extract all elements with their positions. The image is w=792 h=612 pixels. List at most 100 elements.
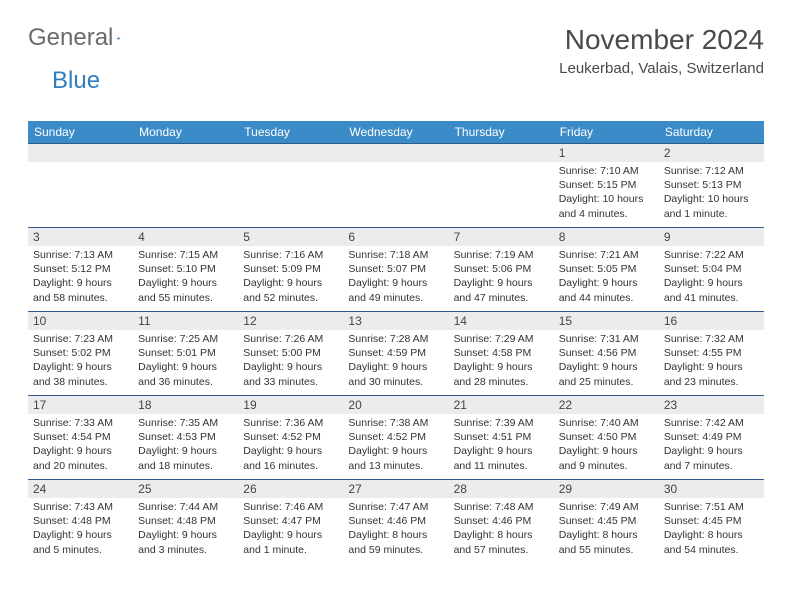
day-info: Sunrise: 7:39 AMSunset: 4:51 PMDaylight:… [449, 414, 554, 477]
month-title: November 2024 [559, 24, 764, 56]
title-block: November 2024 Leukerbad, Valais, Switzer… [559, 24, 764, 77]
day-number: 7 [449, 228, 554, 246]
day-info: Sunrise: 7:40 AMSunset: 4:50 PMDaylight:… [554, 414, 659, 477]
day-info: Sunrise: 7:21 AMSunset: 5:05 PMDaylight:… [554, 246, 659, 309]
day-number: 27 [343, 480, 448, 498]
day-info: Sunrise: 7:29 AMSunset: 4:58 PMDaylight:… [449, 330, 554, 393]
day-header: Thursday [449, 121, 554, 144]
day-number: 6 [343, 228, 448, 246]
day-number: 16 [659, 312, 764, 330]
day-info: Sunrise: 7:22 AMSunset: 5:04 PMDaylight:… [659, 246, 764, 309]
day-number: 9 [659, 228, 764, 246]
day-info: Sunrise: 7:43 AMSunset: 4:48 PMDaylight:… [28, 498, 133, 561]
day-header: Friday [554, 121, 659, 144]
empty-day [449, 144, 554, 162]
day-number: 11 [133, 312, 238, 330]
day-header: Wednesday [343, 121, 448, 144]
logo-text-blue: Blue [52, 67, 100, 95]
day-cell: 14Sunrise: 7:29 AMSunset: 4:58 PMDayligh… [449, 312, 554, 396]
day-cell: 1Sunrise: 7:10 AMSunset: 5:15 PMDaylight… [554, 144, 659, 228]
empty-day [133, 144, 238, 162]
day-number: 3 [28, 228, 133, 246]
day-info: Sunrise: 7:49 AMSunset: 4:45 PMDaylight:… [554, 498, 659, 561]
empty-day [28, 144, 133, 162]
day-cell: 16Sunrise: 7:32 AMSunset: 4:55 PMDayligh… [659, 312, 764, 396]
day-info: Sunrise: 7:12 AMSunset: 5:13 PMDaylight:… [659, 162, 764, 225]
day-cell: 3Sunrise: 7:13 AMSunset: 5:12 PMDaylight… [28, 228, 133, 312]
day-number: 12 [238, 312, 343, 330]
day-cell: 8Sunrise: 7:21 AMSunset: 5:05 PMDaylight… [554, 228, 659, 312]
day-cell: 7Sunrise: 7:19 AMSunset: 5:06 PMDaylight… [449, 228, 554, 312]
day-cell: 9Sunrise: 7:22 AMSunset: 5:04 PMDaylight… [659, 228, 764, 312]
day-number: 20 [343, 396, 448, 414]
day-info: Sunrise: 7:25 AMSunset: 5:01 PMDaylight:… [133, 330, 238, 393]
day-number: 26 [238, 480, 343, 498]
day-cell: 27Sunrise: 7:47 AMSunset: 4:46 PMDayligh… [343, 480, 448, 564]
day-number: 1 [554, 144, 659, 162]
day-cell: 18Sunrise: 7:35 AMSunset: 4:53 PMDayligh… [133, 396, 238, 480]
day-number: 13 [343, 312, 448, 330]
week-row: 24Sunrise: 7:43 AMSunset: 4:48 PMDayligh… [28, 480, 764, 564]
week-row: 17Sunrise: 7:33 AMSunset: 4:54 PMDayligh… [28, 396, 764, 480]
day-info: Sunrise: 7:15 AMSunset: 5:10 PMDaylight:… [133, 246, 238, 309]
day-info: Sunrise: 7:19 AMSunset: 5:06 PMDaylight:… [449, 246, 554, 309]
day-cell [238, 144, 343, 228]
day-cell: 28Sunrise: 7:48 AMSunset: 4:46 PMDayligh… [449, 480, 554, 564]
day-info: Sunrise: 7:38 AMSunset: 4:52 PMDaylight:… [343, 414, 448, 477]
empty-day [343, 144, 448, 162]
day-header: Monday [133, 121, 238, 144]
day-number: 22 [554, 396, 659, 414]
logo-sail-icon [117, 30, 121, 46]
day-cell: 22Sunrise: 7:40 AMSunset: 4:50 PMDayligh… [554, 396, 659, 480]
day-header: Saturday [659, 121, 764, 144]
day-number: 28 [449, 480, 554, 498]
day-cell [28, 144, 133, 228]
day-number: 19 [238, 396, 343, 414]
day-cell: 20Sunrise: 7:38 AMSunset: 4:52 PMDayligh… [343, 396, 448, 480]
day-number: 24 [28, 480, 133, 498]
day-cell: 11Sunrise: 7:25 AMSunset: 5:01 PMDayligh… [133, 312, 238, 396]
day-info: Sunrise: 7:33 AMSunset: 4:54 PMDaylight:… [28, 414, 133, 477]
day-cell: 24Sunrise: 7:43 AMSunset: 4:48 PMDayligh… [28, 480, 133, 564]
day-cell: 13Sunrise: 7:28 AMSunset: 4:59 PMDayligh… [343, 312, 448, 396]
day-number: 5 [238, 228, 343, 246]
day-info: Sunrise: 7:32 AMSunset: 4:55 PMDaylight:… [659, 330, 764, 393]
day-info: Sunrise: 7:23 AMSunset: 5:02 PMDaylight:… [28, 330, 133, 393]
day-number: 21 [449, 396, 554, 414]
day-number: 14 [449, 312, 554, 330]
day-number: 25 [133, 480, 238, 498]
day-info: Sunrise: 7:26 AMSunset: 5:00 PMDaylight:… [238, 330, 343, 393]
day-info: Sunrise: 7:18 AMSunset: 5:07 PMDaylight:… [343, 246, 448, 309]
week-row: 10Sunrise: 7:23 AMSunset: 5:02 PMDayligh… [28, 312, 764, 396]
day-info: Sunrise: 7:48 AMSunset: 4:46 PMDaylight:… [449, 498, 554, 561]
day-info: Sunrise: 7:31 AMSunset: 4:56 PMDaylight:… [554, 330, 659, 393]
day-cell: 4Sunrise: 7:15 AMSunset: 5:10 PMDaylight… [133, 228, 238, 312]
day-cell: 10Sunrise: 7:23 AMSunset: 5:02 PMDayligh… [28, 312, 133, 396]
day-number: 17 [28, 396, 133, 414]
day-cell: 6Sunrise: 7:18 AMSunset: 5:07 PMDaylight… [343, 228, 448, 312]
day-info: Sunrise: 7:36 AMSunset: 4:52 PMDaylight:… [238, 414, 343, 477]
day-number: 10 [28, 312, 133, 330]
day-number: 18 [133, 396, 238, 414]
day-info: Sunrise: 7:42 AMSunset: 4:49 PMDaylight:… [659, 414, 764, 477]
day-info: Sunrise: 7:13 AMSunset: 5:12 PMDaylight:… [28, 246, 133, 309]
day-cell: 21Sunrise: 7:39 AMSunset: 4:51 PMDayligh… [449, 396, 554, 480]
day-cell: 29Sunrise: 7:49 AMSunset: 4:45 PMDayligh… [554, 480, 659, 564]
day-cell: 23Sunrise: 7:42 AMSunset: 4:49 PMDayligh… [659, 396, 764, 480]
day-cell: 15Sunrise: 7:31 AMSunset: 4:56 PMDayligh… [554, 312, 659, 396]
calendar-table: Sunday Monday Tuesday Wednesday Thursday… [28, 121, 764, 564]
day-number: 30 [659, 480, 764, 498]
day-cell: 17Sunrise: 7:33 AMSunset: 4:54 PMDayligh… [28, 396, 133, 480]
day-info: Sunrise: 7:44 AMSunset: 4:48 PMDaylight:… [133, 498, 238, 561]
day-cell: 5Sunrise: 7:16 AMSunset: 5:09 PMDaylight… [238, 228, 343, 312]
day-cell [449, 144, 554, 228]
day-number: 2 [659, 144, 764, 162]
day-cell: 12Sunrise: 7:26 AMSunset: 5:00 PMDayligh… [238, 312, 343, 396]
day-cell [343, 144, 448, 228]
day-cell: 2Sunrise: 7:12 AMSunset: 5:13 PMDaylight… [659, 144, 764, 228]
week-row: 1Sunrise: 7:10 AMSunset: 5:15 PMDaylight… [28, 144, 764, 228]
day-cell: 30Sunrise: 7:51 AMSunset: 4:45 PMDayligh… [659, 480, 764, 564]
day-number: 23 [659, 396, 764, 414]
day-cell: 26Sunrise: 7:46 AMSunset: 4:47 PMDayligh… [238, 480, 343, 564]
day-number: 15 [554, 312, 659, 330]
